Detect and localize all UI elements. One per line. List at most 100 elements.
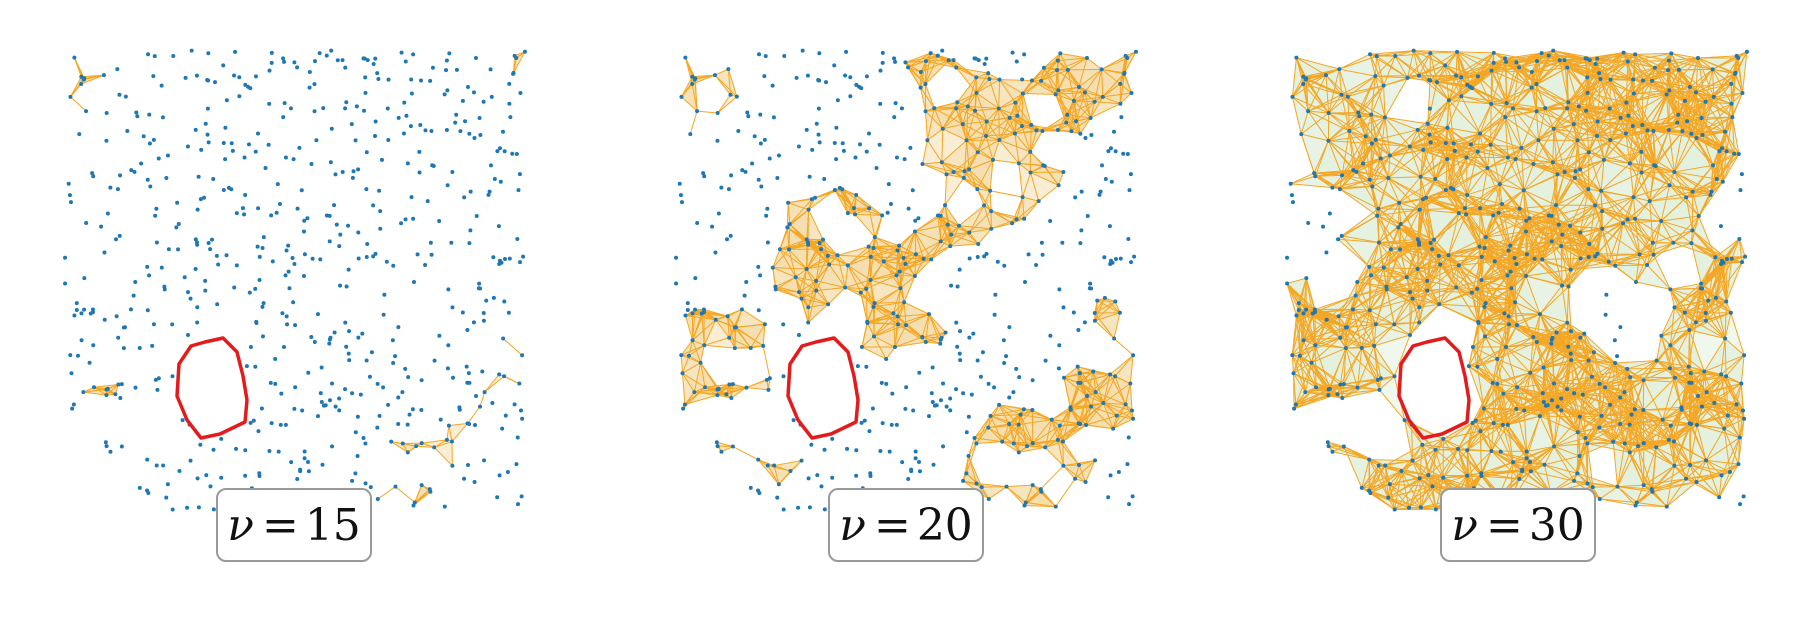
edge (70, 78, 85, 98)
edge (1086, 373, 1111, 397)
point (376, 77, 381, 82)
edge (692, 339, 705, 346)
point (678, 193, 683, 198)
edge (806, 248, 822, 270)
point (695, 109, 700, 114)
edge (775, 288, 800, 293)
point (460, 310, 465, 315)
point (843, 285, 848, 290)
edge (941, 161, 965, 172)
point (855, 364, 860, 369)
point (1064, 120, 1069, 125)
point (115, 67, 120, 72)
edge (976, 78, 990, 94)
point (402, 100, 407, 105)
edge (1044, 447, 1064, 467)
point (517, 381, 522, 386)
point (796, 505, 801, 510)
point (183, 75, 188, 80)
edge (727, 315, 736, 328)
point (295, 476, 300, 481)
simplex-triangle (734, 324, 765, 349)
point (1127, 502, 1132, 507)
point (1126, 435, 1131, 440)
edge (1073, 100, 1091, 119)
edge (1043, 67, 1059, 91)
edge (990, 408, 1024, 417)
point (1015, 113, 1020, 118)
simplex-triangle (900, 275, 915, 303)
edge (688, 344, 705, 357)
simplex-triangle (772, 267, 796, 290)
point (385, 106, 390, 111)
edge (883, 261, 897, 276)
simplex-triangle (1090, 96, 1121, 118)
edge (944, 205, 952, 235)
edge (1021, 125, 1037, 131)
point (90, 171, 95, 176)
point (407, 412, 412, 417)
point (350, 391, 355, 396)
edge (734, 327, 764, 347)
point (1076, 328, 1081, 333)
edge (968, 443, 977, 457)
edge (772, 249, 781, 268)
point (205, 132, 210, 137)
point (195, 305, 200, 310)
edge (903, 253, 917, 259)
point (1128, 381, 1133, 386)
edge (1040, 80, 1059, 91)
edge (976, 188, 992, 212)
point (467, 131, 472, 136)
point (1012, 131, 1017, 136)
point (121, 346, 126, 351)
edge (926, 108, 935, 141)
edge (937, 215, 952, 235)
point (787, 247, 792, 252)
point (375, 381, 380, 386)
point (1007, 421, 1012, 426)
point (799, 296, 804, 301)
edge (479, 392, 486, 407)
point (1026, 252, 1031, 257)
edge (1029, 125, 1032, 152)
point (451, 375, 456, 380)
point (428, 78, 433, 83)
point (958, 358, 963, 363)
point (206, 140, 211, 145)
point (1055, 58, 1060, 63)
point (986, 71, 991, 76)
point (203, 288, 208, 293)
point (756, 488, 761, 493)
point (270, 259, 275, 264)
edge (1094, 320, 1115, 339)
point (679, 353, 684, 358)
point (782, 54, 787, 59)
point (329, 126, 334, 131)
point (320, 462, 325, 467)
point (515, 435, 520, 440)
edge (976, 159, 994, 190)
point (284, 248, 289, 253)
point (762, 74, 767, 79)
edge (999, 79, 1016, 103)
point (926, 414, 931, 419)
point (474, 214, 479, 219)
point (205, 77, 210, 82)
edge (1063, 377, 1071, 408)
point (1125, 151, 1130, 156)
point (965, 104, 970, 109)
edge (727, 68, 738, 97)
point (788, 469, 793, 474)
point (353, 471, 358, 476)
point (219, 475, 224, 480)
point (419, 378, 424, 383)
point (954, 320, 959, 325)
point (510, 151, 515, 156)
point (445, 366, 450, 371)
edge (928, 313, 946, 333)
point (281, 115, 286, 120)
point (1056, 366, 1061, 371)
point (481, 318, 486, 323)
point (285, 322, 290, 327)
